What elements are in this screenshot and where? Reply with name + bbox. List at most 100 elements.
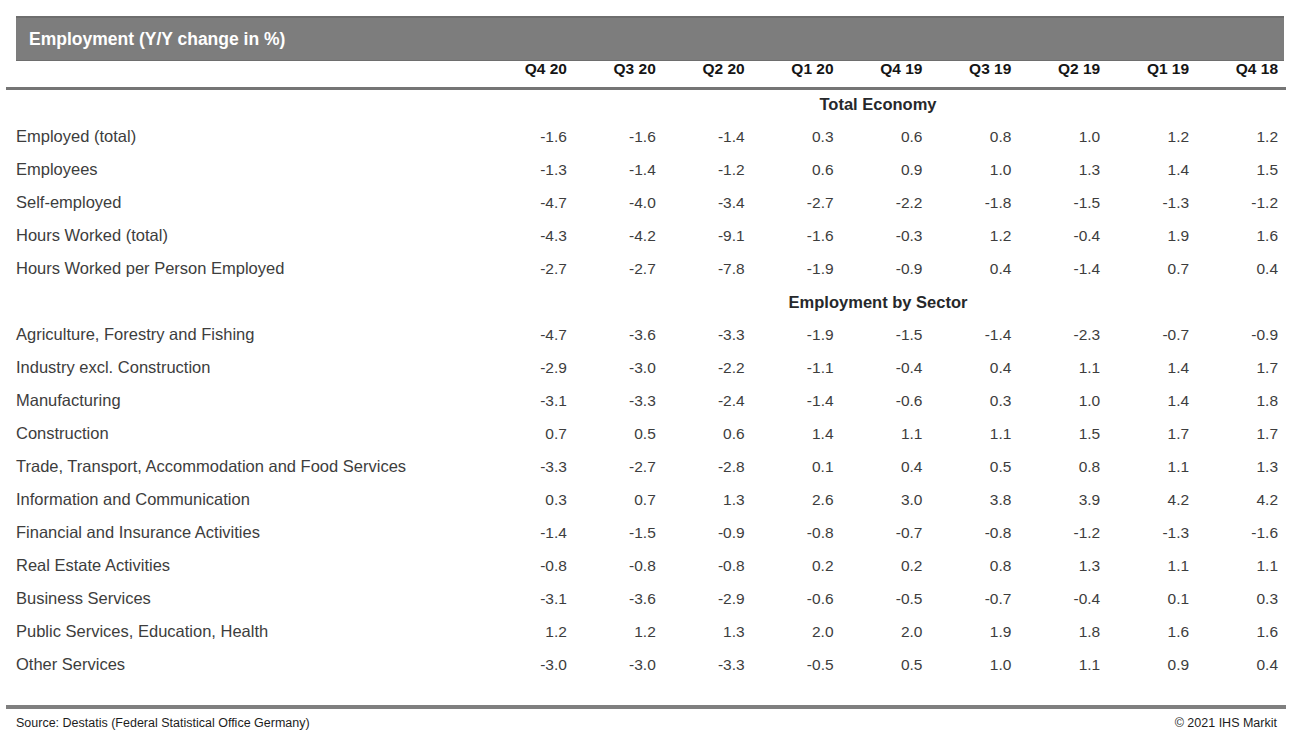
column-header-row: Q4 20Q3 20Q2 20Q1 20Q4 19Q3 19Q2 19Q1 19… bbox=[16, 60, 1278, 87]
column-header: Q3 19 bbox=[922, 60, 1011, 87]
value-cell: -1.9 bbox=[745, 252, 834, 285]
value-cell: -1.3 bbox=[478, 153, 567, 186]
value-cell: 0.1 bbox=[1100, 582, 1189, 615]
value-cell: 1.4 bbox=[745, 417, 834, 450]
table-row: Financial and Insurance Activities-1.4-1… bbox=[16, 516, 1278, 549]
section-header: Total Economy bbox=[478, 87, 1278, 120]
column-header: Q3 20 bbox=[567, 60, 656, 87]
value-cell: -3.3 bbox=[656, 318, 745, 351]
value-cell: 1.0 bbox=[922, 153, 1011, 186]
row-label: Real Estate Activities bbox=[16, 549, 478, 582]
value-cell: -4.3 bbox=[478, 219, 567, 252]
value-cell: -3.0 bbox=[567, 351, 656, 384]
value-cell: 0.4 bbox=[922, 252, 1011, 285]
value-cell: 1.2 bbox=[567, 615, 656, 648]
value-cell: 0.4 bbox=[834, 450, 923, 483]
value-cell: -0.7 bbox=[834, 516, 923, 549]
value-cell: 1.1 bbox=[834, 417, 923, 450]
row-label: Employed (total) bbox=[16, 120, 478, 153]
value-cell: 1.3 bbox=[1011, 153, 1100, 186]
row-label: Information and Communication bbox=[16, 483, 478, 516]
column-header: Q4 18 bbox=[1189, 60, 1278, 87]
value-cell: 0.3 bbox=[478, 483, 567, 516]
value-cell: -1.2 bbox=[1189, 186, 1278, 219]
value-cell: -0.9 bbox=[834, 252, 923, 285]
value-cell: -0.4 bbox=[1011, 582, 1100, 615]
value-cell: -4.2 bbox=[567, 219, 656, 252]
value-cell: -0.7 bbox=[922, 582, 1011, 615]
value-cell: 0.8 bbox=[922, 120, 1011, 153]
value-cell: -2.8 bbox=[656, 450, 745, 483]
value-cell: 1.7 bbox=[1189, 351, 1278, 384]
value-cell: -0.3 bbox=[834, 219, 923, 252]
column-header: Q2 20 bbox=[656, 60, 745, 87]
value-cell: -0.9 bbox=[1189, 318, 1278, 351]
value-cell: 0.5 bbox=[567, 417, 656, 450]
value-cell: -1.6 bbox=[478, 120, 567, 153]
table-row: Other Services-3.0-3.0-3.3-0.50.51.01.10… bbox=[16, 648, 1278, 681]
value-cell: 3.8 bbox=[922, 483, 1011, 516]
value-cell: 1.1 bbox=[1100, 450, 1189, 483]
value-cell: 0.3 bbox=[745, 120, 834, 153]
value-cell: 2.0 bbox=[745, 615, 834, 648]
value-cell: 0.2 bbox=[745, 549, 834, 582]
value-cell: 1.1 bbox=[1189, 549, 1278, 582]
value-cell: -2.7 bbox=[567, 252, 656, 285]
value-cell: 0.6 bbox=[656, 417, 745, 450]
value-cell: -0.7 bbox=[1100, 318, 1189, 351]
value-cell: -2.7 bbox=[567, 450, 656, 483]
value-cell: 1.3 bbox=[1189, 450, 1278, 483]
section-header: Employment by Sector bbox=[478, 285, 1278, 318]
value-cell: 1.2 bbox=[922, 219, 1011, 252]
value-cell: 1.0 bbox=[1011, 120, 1100, 153]
section-header-row: Employment by Sector bbox=[16, 285, 1278, 318]
value-cell: -3.3 bbox=[656, 648, 745, 681]
value-cell: -1.2 bbox=[1011, 516, 1100, 549]
table-row: Hours Worked (total)-4.3-4.2-9.1-1.6-0.3… bbox=[16, 219, 1278, 252]
table-row: Public Services, Education, Health1.21.2… bbox=[16, 615, 1278, 648]
value-cell: 1.2 bbox=[1189, 120, 1278, 153]
value-cell: 1.6 bbox=[1189, 615, 1278, 648]
bottom-rule bbox=[6, 705, 1286, 709]
value-cell: -0.4 bbox=[834, 351, 923, 384]
value-cell: -4.7 bbox=[478, 318, 567, 351]
table-body: Total EconomyEmployed (total)-1.6-1.6-1.… bbox=[16, 87, 1278, 681]
value-cell: 1.3 bbox=[1011, 549, 1100, 582]
value-cell: -2.3 bbox=[1011, 318, 1100, 351]
value-cell: -3.0 bbox=[478, 648, 567, 681]
value-cell: 0.4 bbox=[922, 351, 1011, 384]
section-header-row: Total Economy bbox=[16, 87, 1278, 120]
row-label: Employees bbox=[16, 153, 478, 186]
value-cell: -4.0 bbox=[567, 186, 656, 219]
table-row: Employed (total)-1.6-1.6-1.40.30.60.81.0… bbox=[16, 120, 1278, 153]
value-cell: 0.4 bbox=[1189, 252, 1278, 285]
value-cell: -3.3 bbox=[478, 450, 567, 483]
value-cell: -0.8 bbox=[656, 549, 745, 582]
value-cell: -0.5 bbox=[745, 648, 834, 681]
value-cell: -1.4 bbox=[656, 120, 745, 153]
value-cell: 0.7 bbox=[567, 483, 656, 516]
copyright-text: © 2021 IHS Markit bbox=[1175, 716, 1277, 730]
title-bar: Employment (Y/Y change in %) bbox=[16, 16, 1284, 61]
value-cell: 1.1 bbox=[922, 417, 1011, 450]
value-cell: -1.1 bbox=[745, 351, 834, 384]
column-header: Q2 19 bbox=[1011, 60, 1100, 87]
row-label: Industry excl. Construction bbox=[16, 351, 478, 384]
employment-table: Q4 20Q3 20Q2 20Q1 20Q4 19Q3 19Q2 19Q1 19… bbox=[16, 60, 1278, 681]
value-cell: 1.1 bbox=[1011, 648, 1100, 681]
source-text: Source: Destatis (Federal Statistical Of… bbox=[16, 716, 310, 730]
section-spacer bbox=[16, 285, 478, 318]
table-row: Hours Worked per Person Employed-2.7-2.7… bbox=[16, 252, 1278, 285]
value-cell: -2.9 bbox=[656, 582, 745, 615]
column-header: Q1 19 bbox=[1100, 60, 1189, 87]
row-label: Public Services, Education, Health bbox=[16, 615, 478, 648]
value-cell: 2.0 bbox=[834, 615, 923, 648]
value-cell: -3.6 bbox=[567, 318, 656, 351]
value-cell: 0.1 bbox=[745, 450, 834, 483]
value-cell: 1.1 bbox=[1011, 351, 1100, 384]
value-cell: 0.6 bbox=[834, 120, 923, 153]
value-cell: 2.6 bbox=[745, 483, 834, 516]
value-cell: -3.3 bbox=[567, 384, 656, 417]
value-cell: -2.7 bbox=[478, 252, 567, 285]
table-row: Agriculture, Forestry and Fishing-4.7-3.… bbox=[16, 318, 1278, 351]
